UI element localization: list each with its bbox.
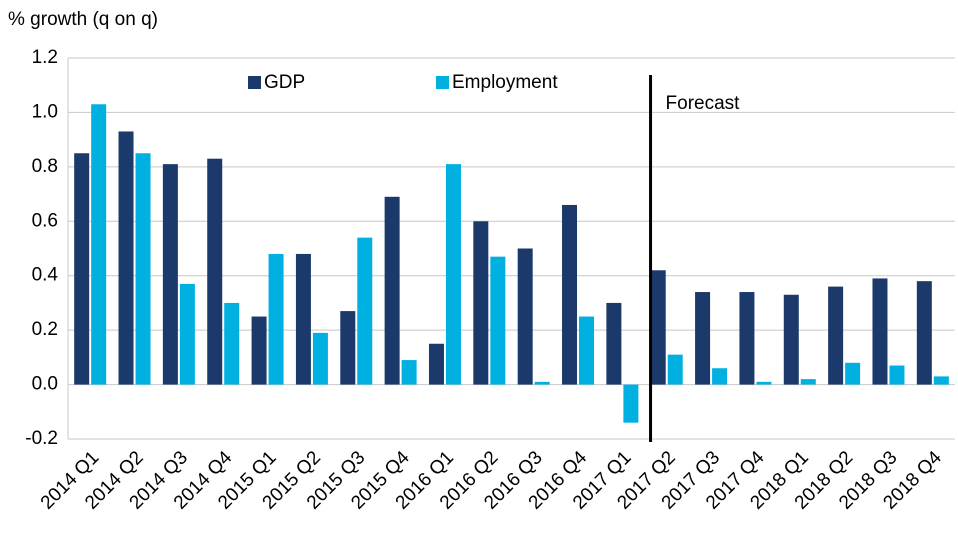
y-tick-label: 0.0: [32, 374, 58, 395]
bar: [562, 204, 578, 385]
bar: [251, 316, 267, 385]
bar: [135, 153, 151, 385]
legend-label: Employment: [452, 72, 558, 93]
bar: [295, 253, 311, 385]
bar: [739, 292, 755, 385]
bar: [384, 196, 400, 385]
bar: [517, 248, 533, 385]
bar: [889, 365, 905, 385]
y-tick-label: 1.0: [32, 101, 58, 122]
bar: [224, 302, 240, 385]
bar: [916, 281, 932, 385]
bar: [933, 376, 949, 385]
y-tick-label: 0.6: [32, 210, 58, 231]
bar: [340, 311, 356, 385]
bar: [401, 360, 417, 385]
legend-swatch: [436, 76, 449, 89]
bar: [312, 332, 328, 385]
y-tick-label: 0.4: [32, 265, 59, 286]
annotation: Forecast: [666, 93, 741, 114]
bar: [756, 381, 772, 385]
bar: [667, 354, 683, 385]
bar: [428, 343, 444, 385]
bar: [268, 253, 284, 385]
bar: [118, 131, 134, 385]
y-axis-label: % growth (q on q): [8, 9, 158, 30]
bar: [490, 256, 506, 385]
legend-swatch: [248, 76, 261, 89]
bar: [695, 292, 711, 385]
bar: [534, 381, 550, 385]
bar: [845, 362, 861, 385]
y-tick-label: 1.2: [32, 47, 58, 68]
bar: [712, 368, 728, 385]
bar: [473, 221, 489, 385]
y-tick-label: -0.2: [25, 428, 58, 449]
bar: [445, 164, 461, 385]
bar: [783, 294, 799, 385]
bar: [828, 286, 844, 385]
bar: [179, 283, 195, 385]
bar: [74, 153, 90, 385]
bar: [623, 384, 639, 423]
bar: [650, 270, 666, 385]
bar: [872, 278, 888, 385]
bar: [579, 316, 595, 385]
y-tick-label: 0.2: [32, 319, 58, 340]
bar: [207, 158, 223, 385]
bar: [91, 104, 107, 385]
bar: [800, 379, 816, 385]
y-tick-label: 0.8: [32, 156, 58, 177]
bar: [606, 302, 622, 385]
legend-label: GDP: [264, 72, 305, 93]
bar: [357, 237, 373, 385]
bar: [162, 164, 178, 385]
